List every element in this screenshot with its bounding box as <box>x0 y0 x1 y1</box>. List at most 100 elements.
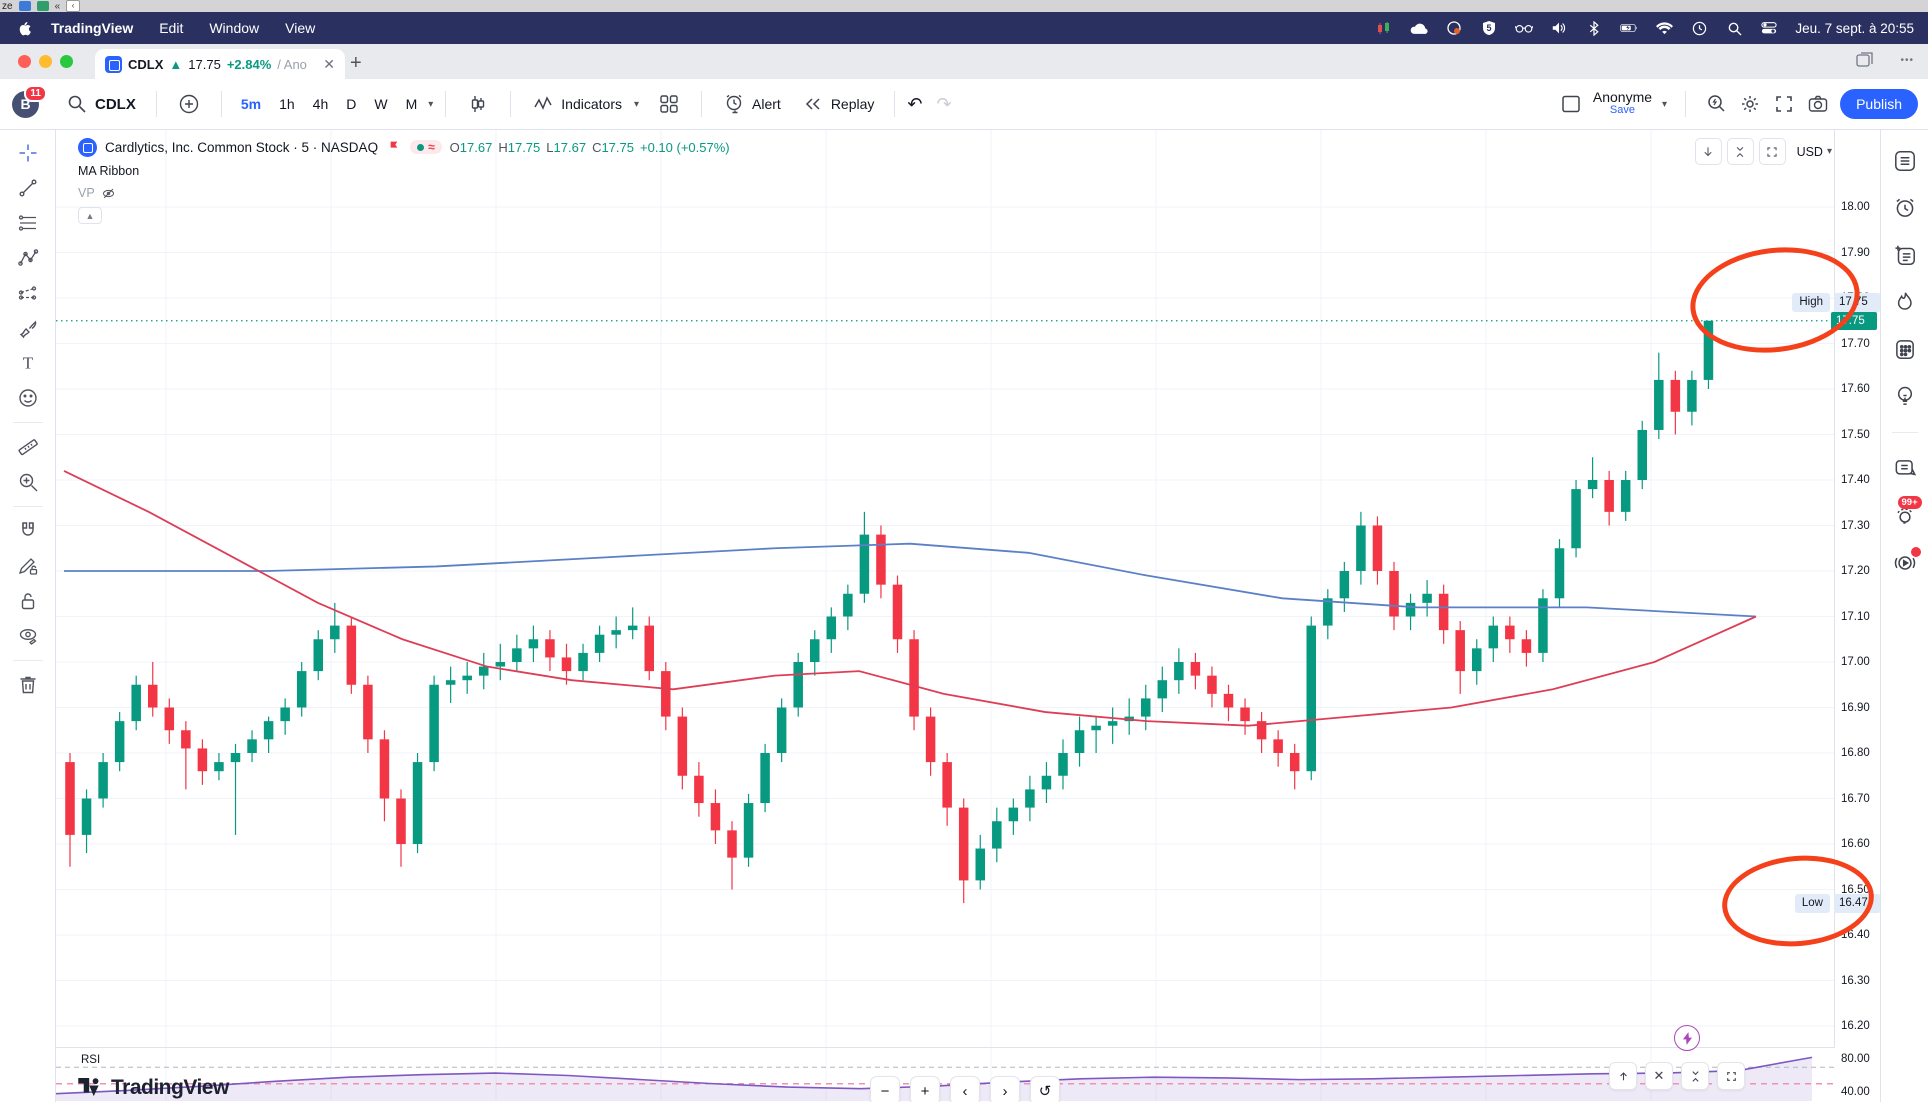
candle-body[interactable] <box>280 707 290 722</box>
candle-body[interactable] <box>1273 739 1283 753</box>
candle-body[interactable] <box>1505 625 1515 640</box>
candle-body[interactable] <box>661 671 671 717</box>
candle-body[interactable] <box>644 625 655 672</box>
candle-body[interactable] <box>578 652 588 672</box>
candle-body[interactable] <box>1687 379 1697 412</box>
candle-body[interactable] <box>1703 320 1714 380</box>
candle-body[interactable] <box>1472 648 1482 672</box>
candle-body[interactable] <box>445 680 456 685</box>
ruler-tool-icon[interactable] <box>15 434 41 460</box>
timeframe-5m[interactable]: 5m <box>240 96 262 112</box>
candle-body[interactable] <box>379 739 390 799</box>
minimize-window-button[interactable] <box>39 55 52 68</box>
candle-body[interactable] <box>346 625 357 685</box>
candle-body[interactable] <box>760 753 770 804</box>
chat-icon[interactable] <box>1892 456 1918 482</box>
currency-dropdown[interactable]: USD ▾ <box>1796 144 1832 159</box>
candle-body[interactable] <box>826 616 837 640</box>
candle-body[interactable] <box>859 534 870 594</box>
candle-body[interactable] <box>1323 598 1333 626</box>
battery-icon[interactable] <box>1620 20 1638 36</box>
candle-body[interactable] <box>1008 807 1019 822</box>
candle-body[interactable] <box>1058 753 1068 776</box>
candle-body[interactable] <box>1025 789 1035 808</box>
compare-add-symbol-button[interactable] <box>169 87 209 121</box>
reset-chart-button[interactable]: ↺ <box>1030 1076 1060 1102</box>
candle-body[interactable] <box>1620 480 1631 512</box>
candle-body[interactable] <box>1571 489 1581 549</box>
candle-body[interactable] <box>230 753 241 763</box>
candle-body[interactable] <box>164 707 175 731</box>
timeframe-1w[interactable]: W <box>374 96 388 112</box>
candle-body[interactable] <box>512 648 522 662</box>
emoji-tool-icon[interactable] <box>15 385 41 411</box>
candle-body[interactable] <box>1356 525 1366 572</box>
candle-body[interactable] <box>1604 480 1614 512</box>
focus-status-icon[interactable] <box>1445 20 1463 36</box>
candle-body[interactable] <box>1289 753 1300 772</box>
snapshot-camera-icon[interactable] <box>1806 92 1830 116</box>
candle-body[interactable] <box>65 762 75 835</box>
candle-body[interactable] <box>992 821 1002 849</box>
candle-body[interactable] <box>181 730 191 749</box>
candle-body[interactable] <box>843 593 853 617</box>
candle-body[interactable] <box>396 798 406 845</box>
zoom-out-button[interactable]: − <box>870 1076 900 1102</box>
candle-body[interactable] <box>98 762 108 799</box>
candle-body[interactable] <box>793 662 803 708</box>
crosshair-tool-icon[interactable] <box>15 140 41 166</box>
candle-body[interactable] <box>611 630 621 635</box>
rsi-collapse-button[interactable] <box>1681 1062 1709 1090</box>
wifi-icon[interactable] <box>1655 20 1673 36</box>
pattern-tool-icon[interactable] <box>15 245 41 271</box>
candle-body[interactable] <box>1041 775 1052 790</box>
candle-body[interactable] <box>114 721 125 763</box>
candle-body[interactable] <box>925 716 936 763</box>
candle-body[interactable] <box>1091 725 1101 731</box>
object-tree-notes-icon[interactable] <box>1892 242 1918 268</box>
candle-body[interactable] <box>528 639 539 649</box>
settings-gear-icon[interactable] <box>1738 92 1762 116</box>
candle-body[interactable] <box>1174 662 1184 681</box>
candle-body[interactable] <box>479 666 489 676</box>
candle-body[interactable] <box>214 762 224 772</box>
candle-body[interactable] <box>1438 593 1449 631</box>
candle-body[interactable] <box>694 775 704 804</box>
menubar-clock[interactable]: Jeu. 7 sept. à 20:55 <box>1795 20 1914 36</box>
live-streams-icon[interactable] <box>1892 547 1921 576</box>
candle-body[interactable] <box>743 803 754 858</box>
control-center-icon[interactable] <box>1760 20 1778 36</box>
drawing-lock-tool-icon[interactable] <box>15 553 41 579</box>
chart-area[interactable]: Cardlytics, Inc. Common Stock · 5 · NASD… <box>56 130 1880 1102</box>
tab-overview-icon[interactable] <box>1856 52 1874 68</box>
candle-body[interactable] <box>1554 548 1565 599</box>
timeframe-1m[interactable]: M <box>405 96 418 112</box>
candle-body[interactable] <box>561 657 572 672</box>
candle-body[interactable] <box>81 798 92 835</box>
candle-body[interactable] <box>1339 571 1350 599</box>
candle-body[interactable] <box>1107 721 1118 726</box>
candle-body[interactable] <box>247 739 257 753</box>
candle-body[interactable] <box>1405 602 1416 617</box>
magnet-tool-icon[interactable] <box>15 518 41 544</box>
scroll-right-button[interactable]: › <box>990 1076 1020 1102</box>
candle-body[interactable] <box>1422 593 1432 603</box>
market-status-pill[interactable]: ≈ <box>410 140 442 154</box>
candle-body[interactable] <box>545 639 555 658</box>
maximize-pane-icon[interactable] <box>1758 138 1786 165</box>
candle-body[interactable] <box>942 762 952 808</box>
zoom-window-button[interactable] <box>60 55 73 68</box>
legend-collapse-button[interactable]: ▲ <box>78 207 102 224</box>
multi-layout-checkbox-icon[interactable] <box>1559 92 1583 116</box>
apple-menu-icon[interactable] <box>14 20 32 36</box>
candle-body[interactable] <box>462 675 472 681</box>
save-label[interactable]: Save <box>1609 104 1635 116</box>
candle-body[interactable] <box>1455 630 1465 672</box>
candle-body[interactable] <box>330 625 340 640</box>
candle-body[interactable] <box>495 662 506 667</box>
candle-body[interactable] <box>958 807 969 881</box>
tab-overflow-menu[interactable]: ••• <box>1900 54 1914 66</box>
rsi-maximize-button[interactable] <box>1717 1062 1745 1090</box>
scroll-left-button[interactable]: ‹ <box>950 1076 980 1102</box>
projection-tool-icon[interactable] <box>15 280 41 306</box>
